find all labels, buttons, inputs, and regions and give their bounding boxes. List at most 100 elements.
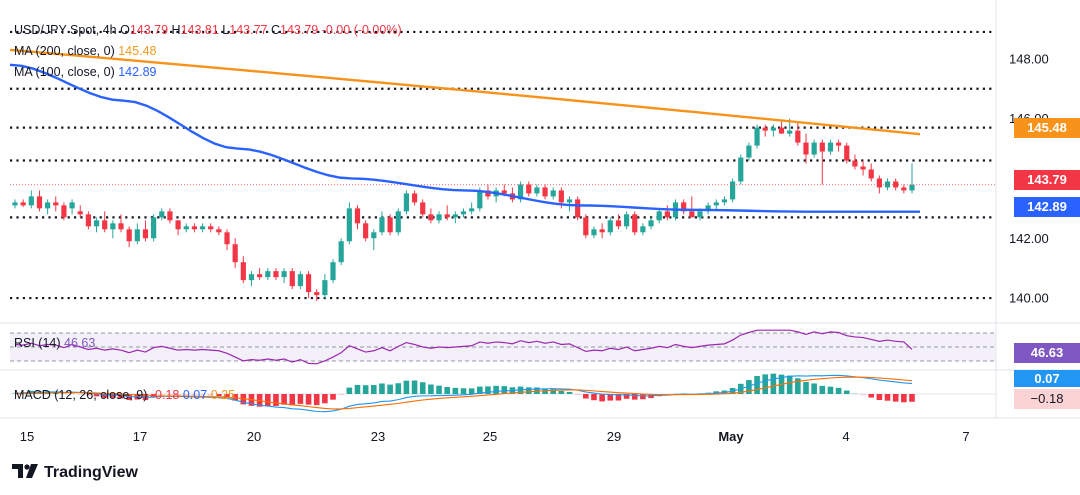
candle [550,187,556,200]
macd-histogram-bar [468,388,475,394]
candle-body [526,184,532,194]
candle-body [444,214,450,218]
candle-body [844,145,850,161]
macd-histogram-bar [835,387,842,394]
candle-body [411,193,418,203]
x-tick-label: 15 [20,429,34,444]
candle-body [69,202,75,209]
rsi-price-tag: 46.63 [1014,343,1080,363]
macd-histogram-bar [191,394,198,396]
candle-body [102,220,108,230]
candle-body [159,211,165,218]
tradingview-logo[interactable]: TradingView [12,462,138,483]
change-value: -0.00 (-0.00%) [321,23,402,37]
candle [77,205,83,218]
rsi-value: 46.63 [64,336,96,350]
candle-body [420,202,426,215]
candle [526,181,532,197]
macd-histogram-bar [770,373,777,394]
candle-body [85,214,91,227]
ma100-value: 142.89 [118,65,157,79]
candle [444,205,450,221]
candle-body [778,127,785,134]
candle-body [20,202,26,206]
ma100-line [9,63,920,213]
candle-body [379,217,385,233]
candle-body [623,214,630,227]
candle-body [746,145,752,158]
macd-histogram-bar [69,392,75,394]
candle [281,268,287,284]
candle [860,160,866,176]
candle-body [836,142,842,146]
macd-histogram-bar [542,388,548,394]
candle [208,223,214,233]
macd-histogram-bar [395,383,402,394]
macd-histogram-bar [909,394,915,402]
macd-histogram-bar [607,394,614,401]
macd-histogram-bar [273,394,279,406]
candle [330,259,336,284]
candle-body [208,226,214,230]
macd-hist-tag: −0.18 [1014,389,1080,409]
macd-histogram-bar [680,392,687,394]
candle-body [354,208,361,224]
macd-histogram-bar [101,394,108,398]
candle-body [656,211,662,221]
macd-histogram-bar [379,383,385,394]
candle-body [730,181,736,200]
macd-histogram-bar [599,394,605,402]
rsi-line [14,329,913,365]
macd-histogram-bar [795,378,801,394]
macd-line-value: 0.07 [182,388,208,402]
candle [705,202,711,215]
candle [827,139,834,155]
macd-histogram-bar [419,382,426,394]
macd-histogram-bar [493,385,499,394]
candle [469,202,475,215]
candle [36,190,43,212]
macd-pane [10,373,995,413]
macd-histogram-bar [387,384,393,394]
macd-hist-value: -0.18 [150,388,180,402]
candle [265,268,271,281]
candle-body [305,274,312,293]
candle-body [811,142,817,155]
candle [640,223,646,236]
candle [102,211,108,233]
macd-histogram-bar [574,394,581,395]
candle [599,223,605,239]
candle-body [787,130,793,134]
macd-histogram-bar [746,380,752,394]
candle [118,214,124,233]
macd-histogram-bar [436,385,442,394]
candle-body [884,181,891,188]
candle-body [134,229,140,242]
candle-body [142,229,149,239]
candle-body [436,214,442,221]
candle [452,211,458,224]
macd-histogram-bar [811,383,817,394]
candle-body [819,142,825,152]
candle-body [909,184,915,191]
candle [770,124,776,137]
macd-histogram-bar [224,394,230,398]
candle-body [713,202,719,206]
candle [884,178,891,191]
candle-body [183,226,189,230]
candle [126,226,132,248]
candle [542,184,548,200]
macd-histogram-bar [827,386,834,394]
candle-body [591,229,597,236]
low-label: L [222,23,230,37]
candle-body [167,211,173,221]
candle [909,163,915,194]
candle-body [485,190,491,197]
candle [615,214,622,230]
candle-body [566,199,573,203]
macd-histogram-bar [330,394,336,400]
candle [216,226,222,236]
candle [28,190,34,209]
candle [395,208,401,236]
